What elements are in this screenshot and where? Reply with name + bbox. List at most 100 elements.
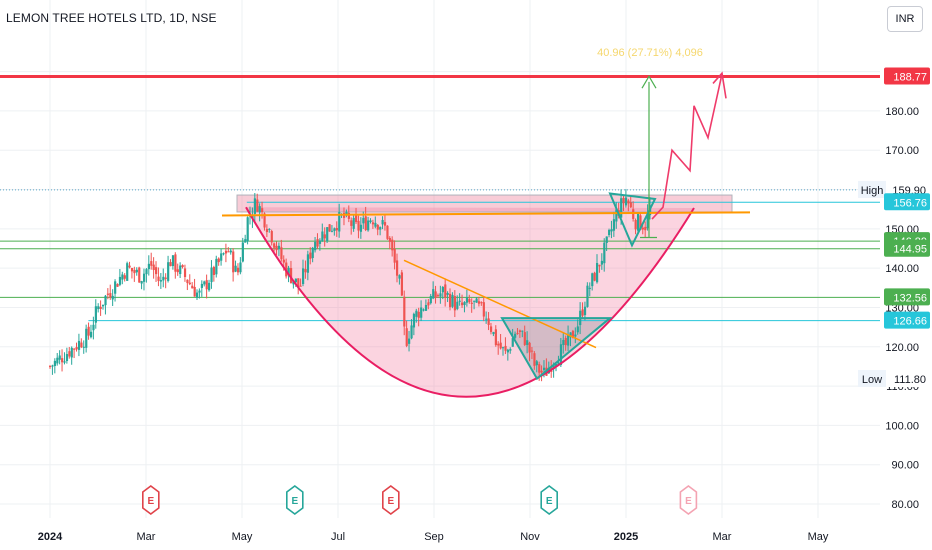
time-axis[interactable]: 2024 Mar May Jul Sep Nov 2025 Mar May — [0, 518, 932, 550]
candle-body — [126, 263, 129, 281]
candle — [465, 289, 469, 307]
candle — [629, 196, 632, 208]
candle-body — [557, 362, 560, 365]
candle — [311, 246, 314, 263]
candle — [468, 294, 471, 304]
candle-body — [162, 276, 165, 281]
candle-body — [371, 222, 375, 225]
candle — [56, 353, 59, 366]
candle — [128, 261, 131, 269]
candle-body — [193, 286, 196, 297]
label-value: 188.77 — [893, 71, 927, 83]
candle — [167, 255, 170, 283]
candle — [598, 264, 601, 273]
candle-body — [434, 291, 437, 298]
candle-body — [133, 269, 136, 274]
candle — [193, 278, 196, 297]
candle-body — [352, 217, 355, 229]
earnings-badge — [679, 485, 698, 515]
candle — [533, 351, 536, 370]
candle-body — [208, 282, 211, 291]
candle-body — [159, 280, 163, 282]
candle — [109, 284, 112, 300]
earnings-marker: E — [679, 485, 698, 515]
candle — [210, 260, 213, 289]
candle-body — [224, 250, 228, 254]
candle-body — [314, 241, 317, 251]
candle-body — [198, 290, 201, 293]
candle-body — [345, 211, 348, 216]
candle-body — [270, 231, 273, 243]
candle — [624, 189, 628, 208]
candle — [364, 206, 367, 232]
candle-body — [97, 306, 100, 310]
candle — [487, 312, 490, 331]
candle — [273, 242, 276, 252]
candle — [222, 252, 225, 256]
chart-grid — [0, 0, 880, 518]
candle — [227, 247, 230, 253]
candle — [627, 198, 630, 212]
candle-body — [200, 283, 204, 288]
candle — [591, 272, 594, 291]
candle — [289, 260, 293, 284]
candle — [106, 288, 110, 300]
candle-body — [439, 293, 442, 297]
candle — [355, 207, 358, 225]
candle-body — [121, 274, 124, 280]
candle-body — [263, 213, 266, 228]
candle-body — [632, 209, 635, 219]
candle-body — [130, 267, 134, 272]
candle-body — [542, 367, 546, 371]
label-value: 132.56 — [893, 292, 927, 304]
x-tick-label: 2025 — [614, 531, 638, 543]
candle-body — [261, 208, 264, 212]
candle-body — [229, 250, 232, 253]
candle — [449, 288, 452, 311]
candle-body — [258, 206, 261, 213]
candle-body — [422, 309, 425, 311]
candle-body — [58, 355, 61, 360]
candle — [400, 269, 404, 297]
candle-body — [410, 325, 413, 339]
measure-arrowhead — [641, 75, 657, 89]
candle — [302, 259, 305, 287]
candle-body — [128, 265, 131, 268]
x-tick-label: Mar — [713, 531, 732, 543]
candle — [367, 216, 370, 232]
candle — [502, 346, 505, 356]
candle-body — [362, 217, 365, 224]
candle-body — [205, 280, 208, 290]
candle — [535, 359, 538, 373]
candle-body — [282, 259, 285, 263]
candle — [70, 346, 73, 365]
candle-body — [75, 347, 78, 350]
price-scale-label: 132.56 — [884, 288, 930, 306]
candle-body — [174, 254, 177, 272]
candle — [429, 293, 432, 305]
candle-body — [87, 326, 90, 336]
candle — [352, 214, 355, 232]
candle — [323, 227, 326, 247]
candle-body — [526, 340, 529, 345]
candle-body — [468, 298, 471, 303]
currency-button[interactable]: INR — [887, 6, 923, 32]
candle — [528, 341, 531, 362]
candle-body — [608, 230, 611, 235]
candle-body — [188, 282, 191, 285]
candle-body — [624, 197, 628, 206]
candle — [198, 288, 201, 299]
candle — [51, 364, 54, 375]
candle-body — [509, 349, 512, 351]
candle-body — [612, 219, 616, 231]
candle — [212, 265, 216, 282]
y-tick-label: 140.00 — [885, 263, 919, 275]
candle-body — [502, 347, 505, 349]
candle — [427, 299, 430, 310]
candle-body — [398, 275, 401, 279]
candle — [345, 209, 348, 218]
y-tick-label: 170.00 — [885, 145, 919, 157]
candle-body — [552, 364, 555, 370]
price-axis[interactable]: 80.0090.00100.00110.00120.00130.00140.00… — [858, 0, 932, 550]
